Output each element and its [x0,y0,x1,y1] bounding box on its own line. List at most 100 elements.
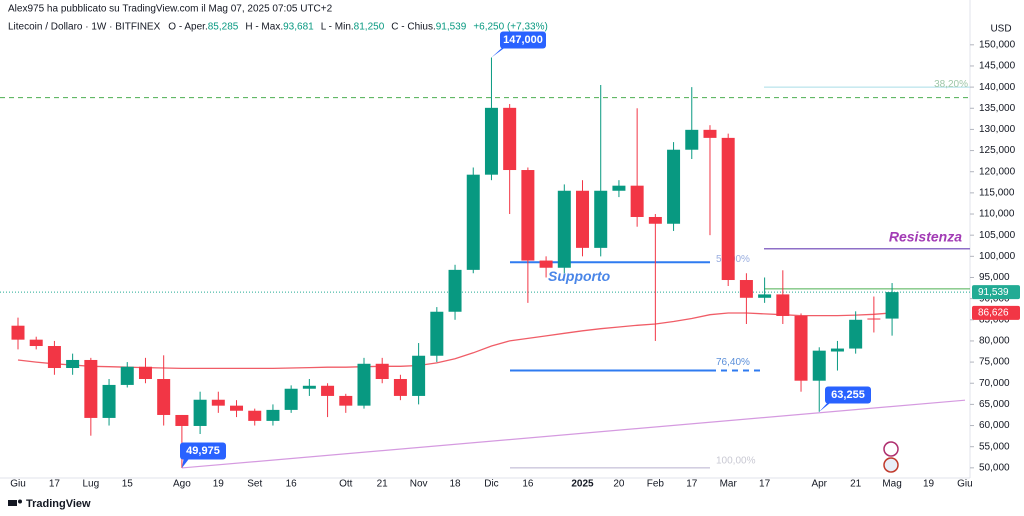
x-tick-label: 20 [613,479,625,490]
x-tick-label: 17 [759,479,771,490]
y-tick-label: 145,000 [979,61,1016,72]
legend-value: 91,539 [436,22,467,33]
candle-body [393,379,407,396]
x-tick-label: Mag [882,479,901,490]
x-tick-label: 17 [686,479,698,490]
y-tick-label: 100,000 [979,251,1016,262]
candle [830,340,844,371]
candle [557,184,571,274]
legend-value: 81,250 [354,22,385,33]
candle [230,400,244,418]
x-tick-label: 15 [122,479,134,490]
candle-body [175,414,189,426]
footer-brand: TradingView [26,498,91,510]
callout-label: 49,975 [186,445,220,457]
callout-label: 63,255 [831,389,865,401]
candle [357,357,371,409]
candle-body [157,379,171,415]
level-label: 38,20% [934,79,968,90]
x-tick-label: Lug [82,479,99,490]
candle-body [375,363,389,380]
event-icon[interactable] [883,441,899,457]
y-tick-label: 120,000 [979,166,1016,177]
candle-body [830,348,844,352]
x-tick-label: 21 [850,479,862,490]
candle-body [521,170,535,261]
candle-body [321,385,335,396]
candle [612,180,626,198]
flag-icon[interactable] [883,457,899,473]
candle [448,264,462,320]
x-tick-label: Ott [339,479,353,490]
candle-body [685,129,699,150]
y-tick-label: 140,000 [979,82,1016,93]
x-tick-label: 19 [213,479,225,490]
x-tick-label: Apr [811,479,827,490]
candle [102,379,116,426]
candle-body [11,325,25,340]
price-label-box [972,305,1020,320]
candle [11,317,25,350]
y-tick-label: 135,000 [979,103,1016,114]
candle-body [667,149,681,224]
candle [302,379,316,396]
legend-value: 85,285 [208,22,239,33]
candle-body [266,409,280,421]
candle [776,270,790,325]
y-tick-label: 55,000 [979,441,1010,452]
price-label: 86,626 [978,308,1009,319]
candle-body [412,355,426,396]
candle-body [539,260,553,268]
candle [721,133,735,286]
level-label: 76,40% [716,357,750,368]
level-label: Supporto [548,268,611,284]
candle-body [630,185,644,217]
candle [393,374,407,401]
candle-body [29,339,43,347]
candle-body [776,294,790,316]
x-tick-label: Giu [10,479,26,490]
candle [266,404,280,426]
candle-body [284,388,298,410]
x-tick-label: Feb [647,479,665,490]
candle [503,104,517,215]
candle-body [648,216,662,224]
x-tick-label: 16 [286,479,298,490]
candle [703,125,717,236]
candle [521,167,535,303]
candle-body [466,174,480,270]
candle [47,340,61,375]
candle-body [867,318,881,320]
candle [375,357,389,384]
x-tick-label: Dic [484,479,498,490]
candle-body [102,384,116,418]
candle-body [503,107,517,171]
candle [321,383,335,418]
level-label: 100,00% [716,455,756,466]
y-tick-label: 75,000 [979,357,1010,368]
x-tick-label: Set [247,479,262,490]
candle [284,385,298,413]
candle [576,180,590,257]
x-tick-label: 17 [49,479,61,490]
price-label-box [972,285,1020,300]
candle [594,84,608,257]
x-tick-label: 19 [923,479,935,490]
callout-box [180,442,226,460]
y-tick-label: 110,000 [979,209,1015,220]
symbol-name: Litecoin / Dollaro · 1W · BITFINEX [8,22,161,33]
y-tick-label: 150,000 [979,39,1016,50]
candle [539,256,553,278]
candle [630,108,644,227]
x-tick-label: 18 [449,479,461,490]
candle-body [47,346,61,369]
candle-body [885,292,899,319]
candle-body [758,294,772,298]
candle [193,391,207,435]
trendline [181,399,966,469]
candle [248,408,262,426]
byline: Alex975 ha pubblicato su TradingView.com… [8,4,333,15]
x-tick-label: 2025 [571,479,594,490]
candle-body [357,363,371,406]
